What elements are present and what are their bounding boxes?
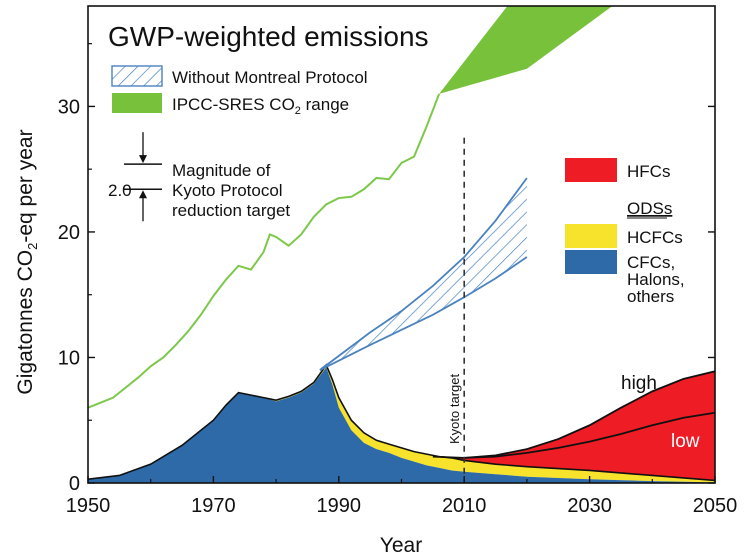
kyoto-magnitude-value: 2.0 <box>108 181 132 200</box>
legend-swatch-sres <box>112 93 162 113</box>
hfc-low-line <box>464 411 715 459</box>
kyoto-label-line3: reduction target <box>172 201 290 220</box>
legend-label-cfcs-3: others <box>627 287 674 306</box>
kyoto-arrow-bottom-head <box>139 190 147 199</box>
x-axis-label: Year <box>380 534 422 557</box>
kyoto-arrow-top-head <box>139 155 147 164</box>
y-axis-label: Gigatonnes CO2-eq per year <box>14 129 40 394</box>
x-tick-label-2030: 2030 <box>567 495 612 517</box>
legend-label-odss: ODSs <box>627 199 672 218</box>
y-tick-label-30: 30 <box>58 96 80 118</box>
legend-label-cfcs-2: Halons, <box>627 270 685 289</box>
legend-label-hfcs: HFCs <box>627 162 670 181</box>
without-montreal-upper <box>319 177 528 371</box>
plot-area <box>88 6 715 483</box>
x-tick-label-1950: 1950 <box>66 495 111 517</box>
cfc-halons-band <box>88 367 715 483</box>
legend-label-without-montreal: Without Montreal Protocol <box>172 68 368 87</box>
annotation-low: low <box>671 431 700 452</box>
kyoto-label-line2: Kyoto Protocol <box>172 181 283 200</box>
y-tick-label-10: 10 <box>58 347 80 369</box>
legend-swatch-hcfcs <box>565 224 617 248</box>
co2-emissions-line <box>88 93 441 409</box>
annotation-high: high <box>621 373 657 394</box>
sres-range-band <box>439 6 613 94</box>
without-montreal-band <box>319 177 527 371</box>
legend-swatch-hfcs <box>565 158 617 182</box>
legend-label-sres: IPCC-SRES CO2 range <box>172 95 349 117</box>
y-tick-label-0: 0 <box>69 473 80 495</box>
without-montreal-lower <box>319 256 528 371</box>
chart-title: GWP-weighted emissions <box>108 21 429 52</box>
kyoto-magnitude-indicator <box>124 132 162 222</box>
annotation-kyoto-target: Kyoto target <box>447 374 462 444</box>
legend-swatch-cfcs <box>565 250 617 274</box>
y-tick-label-20: 20 <box>58 222 80 244</box>
without-montreal-connector <box>319 364 327 371</box>
legend-swatch-without-montreal <box>111 65 163 87</box>
x-tick-label-2010: 2010 <box>442 495 487 517</box>
hfc-band <box>338 371 715 481</box>
kyoto-label-line1: Magnitude of <box>172 161 271 180</box>
x-tick-label-1970: 1970 <box>191 495 236 517</box>
legend-label-cfcs-1: CFCs, <box>627 253 675 272</box>
x-tick-label-2050: 2050 <box>693 495 738 517</box>
x-tick-label-1990: 1990 <box>317 495 362 517</box>
legend-label-hcfcs: HCFCs <box>627 228 683 247</box>
